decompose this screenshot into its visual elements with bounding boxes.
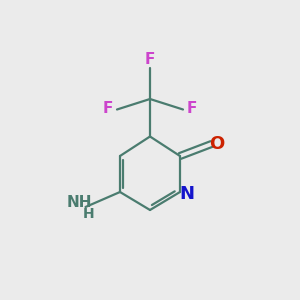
Text: F: F [187, 100, 197, 116]
Text: F: F [103, 100, 113, 116]
Text: N: N [179, 185, 194, 203]
Text: H: H [83, 207, 94, 220]
Text: O: O [209, 135, 224, 153]
Text: NH: NH [67, 195, 92, 210]
Text: F: F [145, 52, 155, 68]
